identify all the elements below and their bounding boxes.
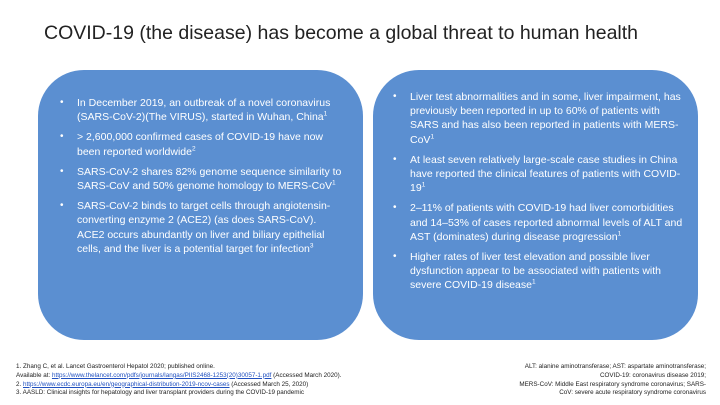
bullet-icon: • <box>393 251 397 263</box>
reference-link-lancet[interactable]: https://www.thelancet.com/pdfs/journals/… <box>51 371 272 379</box>
abbreviation-line: CoV: severe acute respiratory syndrome c… <box>559 389 706 397</box>
reference-text: Available at: <box>16 371 52 379</box>
slide-title: COVID-19 (the disease) has become a glob… <box>44 22 639 44</box>
reference-text: 2. <box>16 380 24 388</box>
reference-line: 2. https://www.ecdc.europa.eu/en/geograp… <box>16 381 436 390</box>
reference-line: Available at: https://www.thelancet.com/… <box>16 372 436 381</box>
list-item: • 2–11% of patients with COVID-19 had liv… <box>391 201 684 244</box>
bullet-icon: • <box>60 131 64 143</box>
citation-number: 3 <box>309 242 314 250</box>
abbreviation-line: ALT: alanine aminotransferase; AST: aspa… <box>524 363 706 370</box>
citation-number: 1 <box>531 278 536 286</box>
list-item: • Liver test abnormalities and in some, l… <box>391 90 684 147</box>
list-item: • SARS-CoV-2 shares 82% genome sequence s… <box>58 165 343 193</box>
left-info-panel: • In December 2019, an outbreak of a nove… <box>38 70 363 340</box>
list-item: • In December 2019, an outbreak of a nove… <box>58 96 343 124</box>
bullet-icon: • <box>393 153 397 165</box>
reference-text: (Accessed March 2020). <box>271 371 342 379</box>
list-item-text: In December 2019, an outbreak of a novel… <box>77 97 331 124</box>
bullet-icon: • <box>60 97 64 108</box>
list-item-text: SARS-CoV-2 binds to target cells through… <box>77 200 331 255</box>
right-info-panel: • Liver test abnormalities and in some, l… <box>373 70 698 340</box>
list-item-text: SARS-CoV-2 shares 82% genome sequence si… <box>77 165 342 193</box>
citation-number: 2 <box>192 145 196 153</box>
reference-line: 3. AASLD: Clinical insights for hepatolo… <box>16 389 305 397</box>
citation-number: 1 <box>323 110 328 118</box>
bullet-icon: • <box>60 165 64 177</box>
list-item-text: At least seven relatively large-scale ca… <box>410 153 681 195</box>
citation-number: 1 <box>421 181 426 189</box>
list-item-text: > 2,600,000 confirmed cases of COVID-19 … <box>77 131 324 158</box>
list-item: • Higher rates of liver test elevation an… <box>391 250 684 293</box>
list-item-text: Liver test abnormalities and in some, li… <box>410 91 681 146</box>
list-item: • SARS-CoV-2 binds to target cells throug… <box>58 199 343 256</box>
reference-line: 1. Zhang C, et al. Lancet Gastroenterol … <box>16 363 215 370</box>
abbreviation-line: COVID-19: coronavirus disease 2019; <box>599 371 706 379</box>
list-item-text: 2–11% of patients with COVID-19 had live… <box>410 202 683 243</box>
abbreviation-line: MERS-CoV: Middle East respiratory syndro… <box>519 380 706 388</box>
list-item: • > 2,600,000 confirmed cases of COVID-19… <box>58 130 343 158</box>
references: 1. Zhang C, et al. Lancet Gastroenterol … <box>16 363 436 398</box>
list-item: • At least seven relatively large-scale c… <box>391 153 684 196</box>
citation-number: 1 <box>332 179 336 187</box>
left-bullet-list: • In December 2019, an outbreak of a nove… <box>58 96 343 256</box>
list-item-text: Higher rates of liver test elevation and… <box>410 251 661 292</box>
right-bullet-list: • Liver test abnormalities and in some, l… <box>391 90 684 293</box>
reference-link-ecdc[interactable]: https://www.ecdc.europa.eu/en/geographic… <box>23 380 230 388</box>
abbreviations: ALT: alanine aminotransferase; AST: aspa… <box>456 363 706 398</box>
reference-text: (Accessed March 25, 2020) <box>229 380 309 388</box>
citation-number: 1 <box>430 133 435 141</box>
bullet-icon: • <box>60 200 64 212</box>
bullet-icon: • <box>393 202 397 214</box>
bullet-icon: • <box>393 91 397 102</box>
citation-number: 1 <box>617 230 622 238</box>
